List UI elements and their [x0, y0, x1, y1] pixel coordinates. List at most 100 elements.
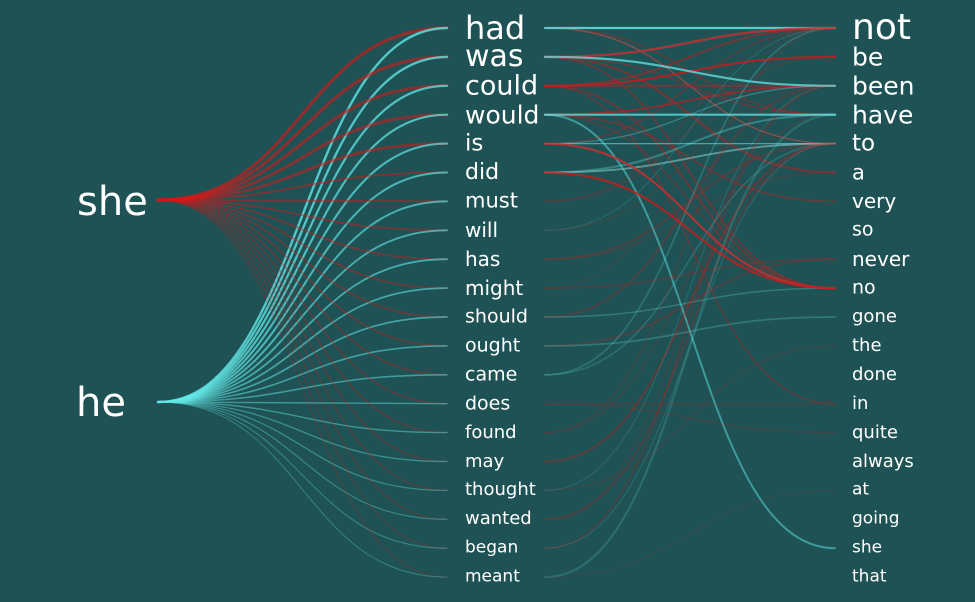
- flow-is-not: [544, 27, 836, 145]
- middle-word-must: must: [465, 188, 518, 213]
- right-word-going: going: [852, 508, 900, 529]
- middle-word-will: will: [465, 218, 499, 243]
- flow-would-been: [543, 84, 837, 116]
- flow-he-may: [157, 401, 448, 463]
- flow-she-wanted: [157, 199, 448, 520]
- flow-she-began: [157, 199, 448, 549]
- flow-must-be: [543, 55, 837, 203]
- flow-could-no: [544, 84, 836, 289]
- middle-word-would: would: [465, 100, 540, 130]
- right-word-quite: quite: [852, 421, 898, 443]
- flow-was-no: [544, 56, 836, 289]
- right-word-been: been: [852, 71, 915, 101]
- flow-she-does: [157, 199, 448, 405]
- right-word-she: she: [852, 537, 883, 558]
- flow-he-thought: [157, 401, 448, 492]
- flow-thought-been: [544, 85, 836, 492]
- right-word-have: have: [852, 100, 914, 130]
- flow-would-she: [544, 113, 836, 550]
- flow-came-to: [544, 142, 836, 376]
- middle-word-began: began: [465, 537, 519, 558]
- flow-could-in: [544, 85, 836, 405]
- flow-found-have: [544, 114, 836, 434]
- flow-will-not: [544, 27, 836, 231]
- flow-ought-never: [544, 258, 836, 347]
- flow-may-to: [543, 142, 837, 463]
- right-word-no: no: [852, 276, 876, 299]
- right-word-a: a: [852, 160, 865, 184]
- middle-word-could: could: [465, 70, 539, 102]
- flow-might-never: [544, 258, 836, 289]
- flow-she-thought: [157, 199, 448, 492]
- flow-he-will: [157, 229, 448, 403]
- flow-she-will: [157, 199, 448, 232]
- right-word-never: never: [852, 247, 910, 272]
- flow-would-no: [544, 114, 836, 289]
- flow-he-found: [157, 401, 448, 434]
- right-word-not: not: [852, 7, 911, 48]
- middle-word-has: has: [465, 247, 501, 272]
- right-word-very: very: [852, 189, 897, 214]
- flow-he-is: [156, 142, 449, 404]
- flow-she-found: [157, 199, 448, 434]
- flow-could-not: [544, 27, 836, 87]
- flow-came-not: [544, 27, 836, 376]
- flow-did-have: [543, 113, 837, 174]
- flow-he-wanted: [157, 401, 448, 520]
- flow-began-to: [544, 143, 836, 549]
- right-word-to: to: [852, 130, 876, 157]
- flow-he-might: [157, 287, 448, 403]
- right-word-in: in: [852, 392, 869, 414]
- flow-meant-have: [543, 113, 837, 579]
- middle-word-ought: ought: [465, 334, 521, 357]
- middle-word-did: did: [465, 159, 500, 185]
- flow-he-should: [157, 316, 448, 403]
- flow-will-been: [544, 85, 836, 231]
- middle-word-found: found: [465, 421, 517, 443]
- flow-she-has: [157, 199, 448, 261]
- flow-was-have: [544, 56, 836, 116]
- right-word-at: at: [852, 479, 870, 500]
- flow-began-been: [544, 84, 836, 550]
- source-word-he: he: [76, 380, 126, 426]
- flow-she-might: [157, 199, 448, 289]
- middle-word-came: came: [465, 363, 518, 386]
- flow-ought-gone: [544, 316, 836, 347]
- flow-she-was: [156, 55, 449, 202]
- flow-she-meant: [157, 199, 448, 578]
- right-word-the: the: [852, 334, 882, 356]
- flow-she-is: [156, 142, 449, 202]
- middle-word-meant: meant: [465, 566, 520, 587]
- flow-he-came: [157, 374, 448, 403]
- flow-did-to: [544, 143, 836, 173]
- right-word-be: be: [852, 42, 884, 72]
- flow-strong-did-no: [543, 171, 837, 290]
- flow-he-could: [156, 84, 449, 404]
- right-word-done: done: [852, 363, 897, 385]
- right-word-so: so: [852, 218, 874, 241]
- flow-he-began: [157, 401, 448, 549]
- flow-wanted-to: [544, 142, 836, 521]
- flow-has-to: [543, 142, 837, 261]
- right-word-always: always: [852, 450, 914, 472]
- flow-he-meant: [157, 401, 448, 578]
- flow-might-not: [544, 27, 836, 289]
- flow-she-ought: [157, 199, 448, 347]
- flow-he-has: [157, 258, 448, 403]
- flow-does-quite: [544, 403, 836, 434]
- middle-word-thought: thought: [465, 479, 536, 501]
- right-word-that: that: [852, 566, 887, 587]
- middle-word-might: might: [465, 276, 524, 301]
- source-word-she: she: [77, 179, 148, 225]
- flow-she-should: [157, 199, 448, 318]
- flow-he-had: [156, 26, 449, 404]
- flow-she-may: [157, 199, 448, 463]
- flow-she-could: [156, 84, 449, 202]
- flow-strong-was-been: [543, 55, 837, 87]
- flow-she-came: [157, 199, 448, 376]
- middle-word-was: was: [465, 38, 524, 74]
- flow-may-to: [544, 142, 836, 463]
- flow-he-does: [157, 401, 448, 405]
- flow-strong-was-not: [543, 26, 837, 58]
- flow-he-must: [157, 200, 448, 403]
